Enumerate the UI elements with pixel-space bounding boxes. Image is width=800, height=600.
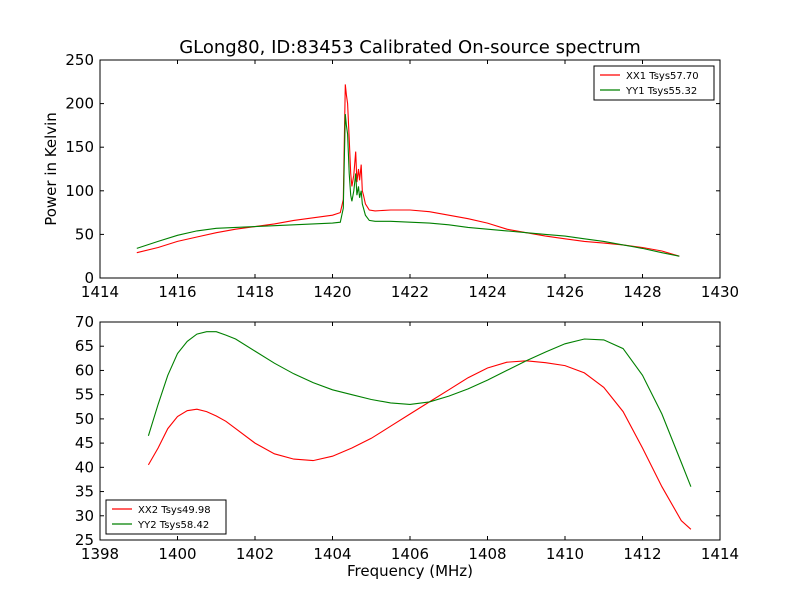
x-tick-label: 1428 bbox=[623, 283, 661, 301]
x-tick-label: 1426 bbox=[546, 283, 584, 301]
x-tick-label: 1422 bbox=[391, 283, 429, 301]
legend-box bbox=[105, 499, 227, 535]
y-tick-label: 65 bbox=[75, 337, 94, 355]
legend-label: YY1 Tsys55.32 bbox=[625, 86, 697, 97]
chart-title: GLong80, ID:83453 Calibrated On-source s… bbox=[179, 37, 641, 58]
x-tick-label: 1410 bbox=[546, 545, 584, 563]
y-tick-label: 50 bbox=[75, 225, 94, 243]
legend-label: YY2 Tsys58.42 bbox=[137, 520, 209, 531]
y-tick-label: 0 bbox=[84, 269, 94, 287]
x-tick-label: 1420 bbox=[313, 283, 351, 301]
y-tick-label: 45 bbox=[75, 434, 94, 452]
y-tick-label: 60 bbox=[75, 361, 94, 379]
x-tick-label: 1400 bbox=[158, 545, 196, 563]
x-tick-label: 1416 bbox=[158, 283, 196, 301]
legend-label: XX2 Tsys49.98 bbox=[138, 505, 211, 516]
x-tick-label: 1418 bbox=[236, 283, 274, 301]
x-tick-label: 1414 bbox=[701, 545, 739, 563]
y-tick-label: 250 bbox=[65, 51, 94, 69]
legend-box bbox=[593, 65, 715, 101]
series-line-1 bbox=[147, 360, 692, 530]
y-tick-label: 30 bbox=[75, 507, 94, 525]
y-tick-label: 25 bbox=[75, 531, 94, 549]
y-tick-label: 55 bbox=[75, 386, 94, 404]
y-tick-label: 200 bbox=[65, 95, 94, 113]
y-tick-label: 50 bbox=[75, 410, 94, 428]
series-line-2 bbox=[147, 331, 692, 487]
y-axis-label: Power in Kelvin bbox=[42, 112, 60, 226]
plot-top: 1414 1416 1418 1420 1422 1424 1426 1428 1430 0 50 1… bbox=[42, 51, 739, 301]
y-tick-label: 40 bbox=[75, 458, 94, 476]
x-tick-label: 1398 bbox=[81, 545, 119, 563]
x-tick-label: 1402 bbox=[236, 545, 274, 563]
series-line-2 bbox=[136, 114, 680, 257]
plot-bottom: 1398 1400 1402 1404 1406 1408 1410 1412 1414 25 30… bbox=[75, 313, 739, 580]
x-tick-label: 1412 bbox=[623, 545, 661, 563]
y-tick-label: 35 bbox=[75, 483, 94, 501]
series-line-1 bbox=[136, 84, 680, 257]
legend-label: XX1 Tsys57.70 bbox=[626, 71, 699, 82]
x-tick-label: 1414 bbox=[81, 283, 119, 301]
y-tick-label: 150 bbox=[65, 138, 94, 156]
x-tick-label: 1408 bbox=[468, 545, 506, 563]
x-tick-label: 1404 bbox=[313, 545, 351, 563]
x-tick-label: 1406 bbox=[391, 545, 429, 563]
x-tick-label: 1430 bbox=[701, 283, 739, 301]
x-tick-label: 1424 bbox=[468, 283, 506, 301]
y-tick-label: 70 bbox=[75, 313, 94, 331]
y-tick-label: 100 bbox=[65, 182, 94, 200]
x-axis-label: Frequency (MHz) bbox=[347, 562, 473, 580]
